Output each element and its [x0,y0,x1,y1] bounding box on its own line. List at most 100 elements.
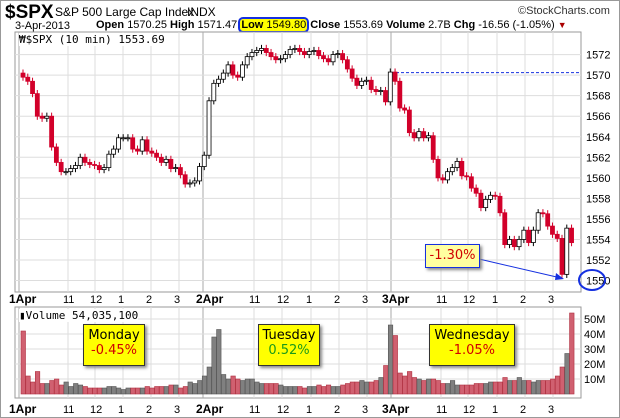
volume-bar [106,386,112,395]
volume-bar [135,387,141,395]
volume-bar [101,387,107,395]
candle-down [540,212,546,215]
volume-bar [531,381,537,395]
volume-title-text: Volume 54,035,100 [25,309,139,322]
volume-bar [421,380,427,395]
candle-down [130,137,136,150]
drop-annotation: -1.30% [425,244,480,268]
volume-bar [473,383,479,395]
volume-bar [39,383,45,395]
candle-up [163,158,169,163]
volume-bar [483,383,489,395]
candle-up [63,171,69,174]
x-tick-label: 2 [334,404,340,416]
annotation-monday: Monday -0.45% [83,324,145,366]
candle-down [459,161,465,177]
candle-up [516,239,522,248]
candle-up [449,167,455,173]
candle-down [440,177,446,181]
candle-up [225,64,231,74]
candle-down [96,165,102,171]
volume-bar [58,384,64,395]
annotation-day: Wednesday [434,328,510,343]
annotation-arrow [478,258,562,279]
candle-up [364,79,369,82]
x-tick-label: 3 [362,404,368,416]
volume-bar [349,381,355,395]
candle-up [125,137,131,140]
volume-bar [449,380,456,395]
candle-icon: ₩ [19,33,26,46]
x-tick-label: 1 [306,294,312,306]
candle-down [82,156,88,163]
volume-label: Volume [386,19,426,31]
volume-bar [216,329,222,395]
candle-up [454,161,460,168]
volume-tick-label: 10M [584,374,605,386]
volume-bar [187,381,193,395]
y-tick-label: 1556 [586,214,610,226]
volume-bar [159,386,165,395]
volume-bar [197,380,203,395]
candle-down [392,71,398,82]
volume-bar [263,383,270,395]
annotation-tuesday: Tuesday 0.52% [258,324,320,366]
volume-bar [402,375,408,395]
down-arrow-icon: ▼ [557,20,567,30]
annotation-change: -0.45% [91,343,137,358]
candle-up [359,80,365,86]
candle-down [302,51,307,55]
candle-up [173,167,179,169]
volume-bar [445,383,451,395]
x-tick-label: 3 [362,294,368,306]
candle-up [483,199,489,209]
low-highlight: Low 1549.80 [238,17,310,33]
candle-up [44,115,50,119]
annotation-day: Tuesday [262,328,316,343]
volume-bar [569,312,575,395]
volume-bar [63,381,69,395]
annotation-wednesday: Wednesday -1.05% [429,324,515,366]
x-tick-label: 12 [90,294,102,306]
candle-up [244,56,250,66]
candle-down [435,158,441,179]
x-tick-label: 11 [436,404,447,416]
candle-down [421,131,427,139]
volume-bar [54,378,60,395]
volume-bar [345,383,351,395]
volume-bar [416,378,422,395]
volume-bar [526,380,532,395]
x-tick-label: 12 [90,404,102,416]
volume-bar [125,387,131,395]
volume-bar [373,380,379,395]
candle-up [521,229,527,240]
volume-bar [178,387,184,395]
volume-bar [321,386,327,395]
volume-tick-label: 30M [584,344,605,356]
x-tick-label: 12 [277,294,289,306]
volume-bar [173,384,179,395]
candle-down [368,79,374,90]
x-tick-label: 11 [63,404,74,416]
volume-bar [230,375,236,395]
x-tick-label: 11 [63,294,74,306]
x-tick-label: 1Apr [9,402,37,416]
y-tick-label: 1566 [586,111,610,123]
candle-up [335,53,341,55]
close-label: Close [310,19,341,31]
x-tick-label: 11 [436,294,447,306]
candle-up [259,48,264,51]
candle-down [168,158,174,169]
candle-down [344,59,350,70]
candle-up [192,180,198,184]
annotation-change: 0.52% [268,343,310,358]
volume-bar [440,383,446,395]
candle-down [354,77,360,86]
candle-down [511,239,517,248]
volume-value: 2.7B [428,19,451,31]
x-tick-label: 3 [174,294,180,306]
volume-bar [545,380,551,395]
volume-bar [392,335,398,395]
candle-up [120,137,126,140]
